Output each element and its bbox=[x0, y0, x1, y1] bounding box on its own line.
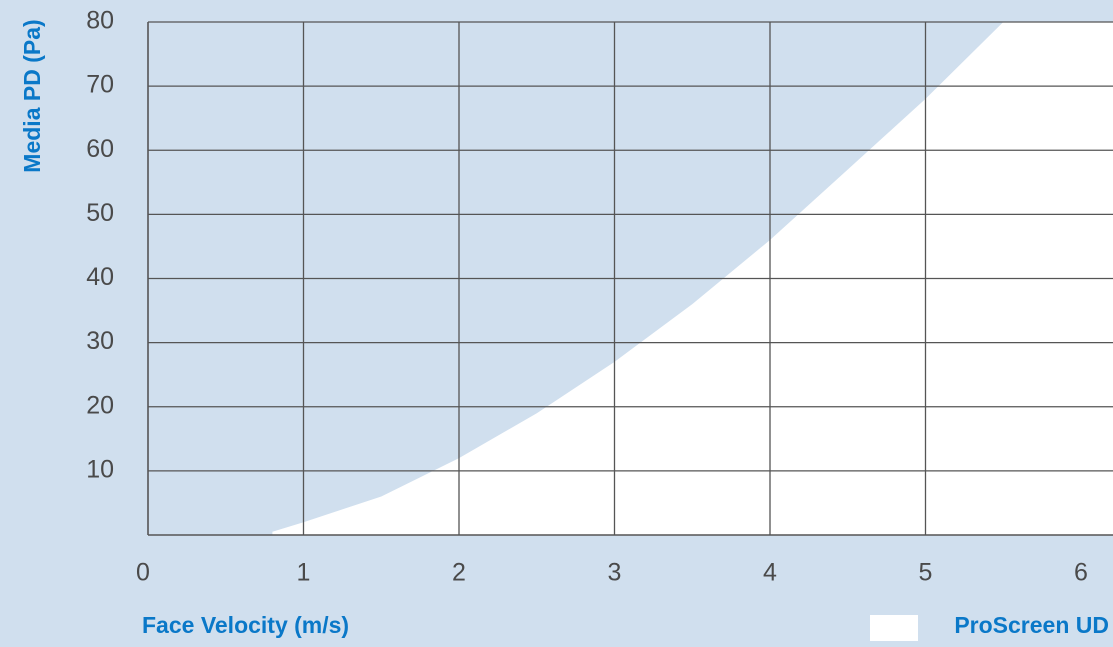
y-tick-label: 50 bbox=[86, 199, 114, 227]
legend: ProScreen UD bbox=[870, 612, 1109, 641]
y-tick-label: 30 bbox=[86, 327, 114, 355]
legend-label: ProScreen UD bbox=[954, 612, 1109, 638]
x-tick-label: 0 bbox=[136, 559, 150, 587]
x-axis-title: Face Velocity (m/s) bbox=[142, 612, 349, 638]
x-tick-label: 1 bbox=[297, 559, 311, 587]
x-tick-label: 6 bbox=[1074, 559, 1088, 587]
tick-layer: 10 20 30 40 50 60 70 80 0 1 2 3 4 5 6 bbox=[86, 7, 1088, 587]
y-tick-label: 80 bbox=[86, 7, 114, 35]
legend-swatch bbox=[870, 615, 918, 641]
y-tick-label: 10 bbox=[86, 455, 114, 483]
x-tick-label: 3 bbox=[608, 559, 622, 587]
y-axis-title: Media PD (Pa) bbox=[19, 19, 45, 172]
x-tick-label: 4 bbox=[763, 559, 777, 587]
x-tick-label: 5 bbox=[919, 559, 933, 587]
y-tick-label: 20 bbox=[86, 391, 114, 419]
grid-layer bbox=[147, 21, 1113, 536]
y-tick-label: 60 bbox=[86, 135, 114, 163]
y-tick-label: 40 bbox=[86, 263, 114, 291]
y-tick-label: 70 bbox=[86, 71, 114, 99]
x-tick-label: 2 bbox=[452, 559, 466, 587]
